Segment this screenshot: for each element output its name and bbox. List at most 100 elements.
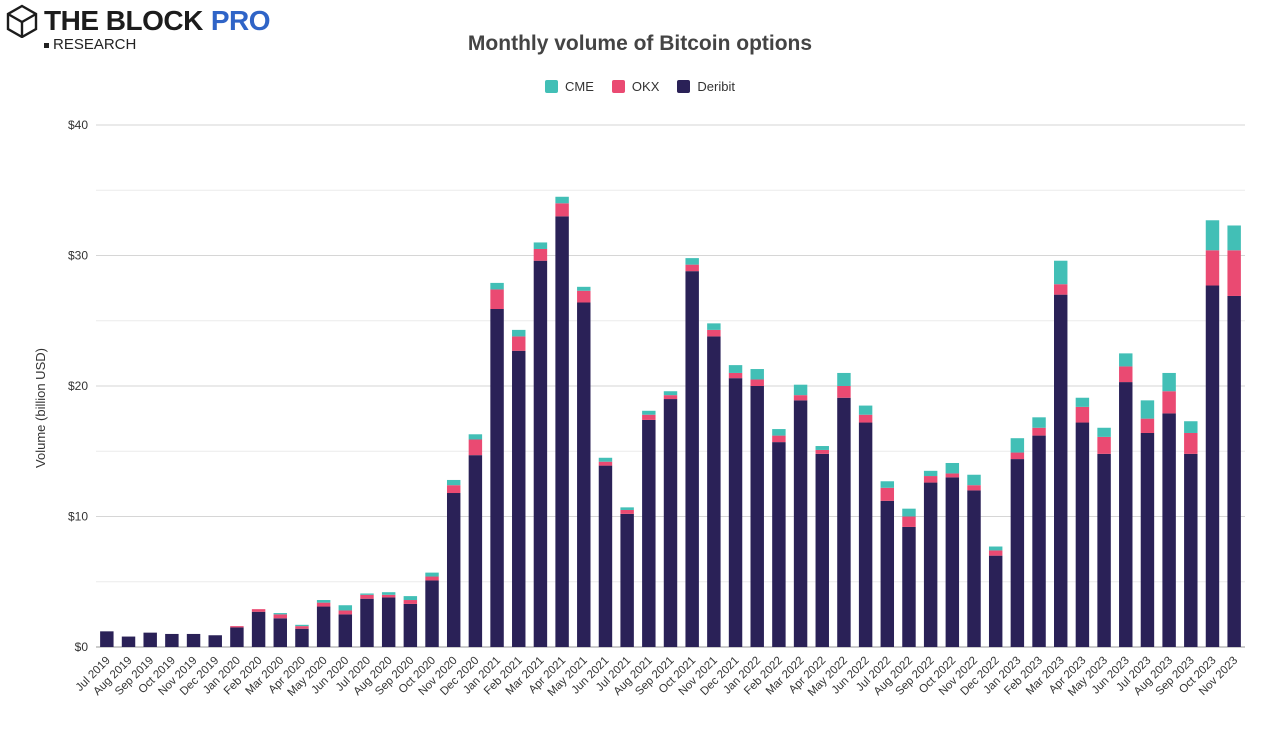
bar-okx — [533, 248, 548, 261]
legend-item-okx: OKX — [611, 79, 660, 94]
bar-deribit — [815, 453, 829, 647]
bar-deribit — [295, 628, 309, 647]
bar-okx — [707, 329, 721, 337]
bar-cme — [273, 613, 287, 615]
bar-okx — [1075, 406, 1090, 423]
bar-okx — [1140, 418, 1155, 433]
bar-okx — [815, 449, 829, 454]
bar-okx — [338, 610, 353, 615]
bar-deribit — [772, 442, 786, 647]
bar-okx — [512, 336, 526, 351]
bar-okx — [230, 626, 244, 628]
y-tick-label: $20 — [68, 379, 88, 393]
bar-deribit — [1162, 413, 1176, 647]
bar-deribit — [923, 482, 938, 647]
legend-swatch — [677, 80, 691, 93]
brand-logo: THE BLOCK PRO RESEARCH — [6, 4, 271, 53]
bar-cme — [295, 624, 309, 627]
bar-deribit — [1205, 285, 1220, 647]
bar-deribit — [642, 419, 656, 647]
bar-deribit — [1075, 422, 1090, 647]
bar-cme — [381, 592, 396, 595]
bar-okx — [1184, 432, 1198, 454]
bar-cme — [858, 405, 873, 415]
bar-okx — [598, 461, 613, 466]
bar-deribit — [1010, 459, 1025, 647]
bar-okx — [1119, 366, 1133, 383]
bar-okx — [685, 264, 699, 272]
bar-okx — [923, 476, 938, 483]
y-tick-label: $30 — [68, 249, 88, 263]
bar-okx — [793, 395, 808, 401]
bar-cme — [620, 507, 634, 510]
bar-deribit — [1054, 294, 1068, 647]
bar-okx — [1032, 427, 1046, 436]
bar-cme — [1205, 220, 1220, 251]
bar-cme — [1162, 372, 1176, 392]
bar-okx — [403, 600, 418, 604]
brand-name-text: THE BLOCK — [44, 5, 203, 36]
bar-okx — [663, 395, 678, 400]
bar-deribit — [793, 400, 808, 647]
legend-label: OKX — [631, 79, 660, 94]
bar-okx — [837, 386, 851, 398]
bar-deribit — [1097, 453, 1111, 647]
bar-okx — [1205, 250, 1220, 286]
bar-cme — [728, 365, 743, 373]
bar-deribit — [446, 493, 461, 647]
bar-okx — [555, 203, 569, 217]
bar-deribit — [750, 386, 764, 647]
bar-deribit — [988, 555, 1003, 647]
bar-cme — [1075, 397, 1090, 407]
brand-pro-text: PRO — [210, 5, 271, 36]
bar-cme — [988, 546, 1003, 551]
cube-logo-icon — [6, 4, 38, 38]
bar-okx — [902, 516, 916, 527]
bar-cme — [663, 391, 678, 396]
bar-deribit — [837, 397, 851, 647]
bar-okx — [1054, 284, 1068, 295]
bar-okx — [468, 439, 483, 456]
bar-cme — [815, 446, 829, 450]
bar-okx — [251, 609, 266, 612]
y-tick-label: $10 — [68, 510, 88, 524]
bar-cme — [750, 369, 764, 380]
bar-cme — [1227, 225, 1241, 251]
bar-deribit — [598, 465, 613, 647]
bullet-icon — [44, 42, 49, 48]
bar-deribit — [230, 627, 244, 647]
bar-okx — [577, 290, 591, 303]
bar-cme — [490, 282, 504, 290]
bar-cme — [577, 286, 591, 291]
bar-cme — [425, 572, 439, 577]
bar-deribit — [577, 302, 591, 647]
bar-deribit — [121, 636, 136, 647]
bar-deribit — [1227, 295, 1241, 647]
bar-okx — [1010, 452, 1025, 460]
bar-deribit — [208, 635, 222, 647]
bar-deribit — [555, 216, 569, 647]
legend-item-deribit: Deribit — [677, 79, 735, 94]
bar-cme — [512, 329, 526, 337]
bar-deribit — [425, 580, 439, 647]
bar-okx — [967, 485, 981, 491]
bar-okx — [381, 594, 396, 598]
legend-swatch — [545, 80, 559, 93]
bar-deribit — [1184, 453, 1198, 647]
bar-deribit — [533, 260, 548, 647]
bar-okx — [316, 602, 331, 607]
bar-deribit — [945, 477, 960, 647]
bar-deribit — [707, 336, 721, 647]
bar-okx — [490, 289, 504, 310]
bar-deribit — [273, 618, 287, 647]
bar-okx — [1227, 250, 1241, 296]
bar-cme — [1054, 260, 1068, 285]
bar-okx — [858, 414, 873, 423]
bar-cme — [316, 600, 331, 603]
bar-deribit — [663, 399, 678, 647]
bar-cme — [468, 434, 483, 440]
bar-deribit — [880, 500, 895, 647]
bar-deribit — [620, 513, 634, 647]
bar-deribit — [403, 603, 418, 647]
